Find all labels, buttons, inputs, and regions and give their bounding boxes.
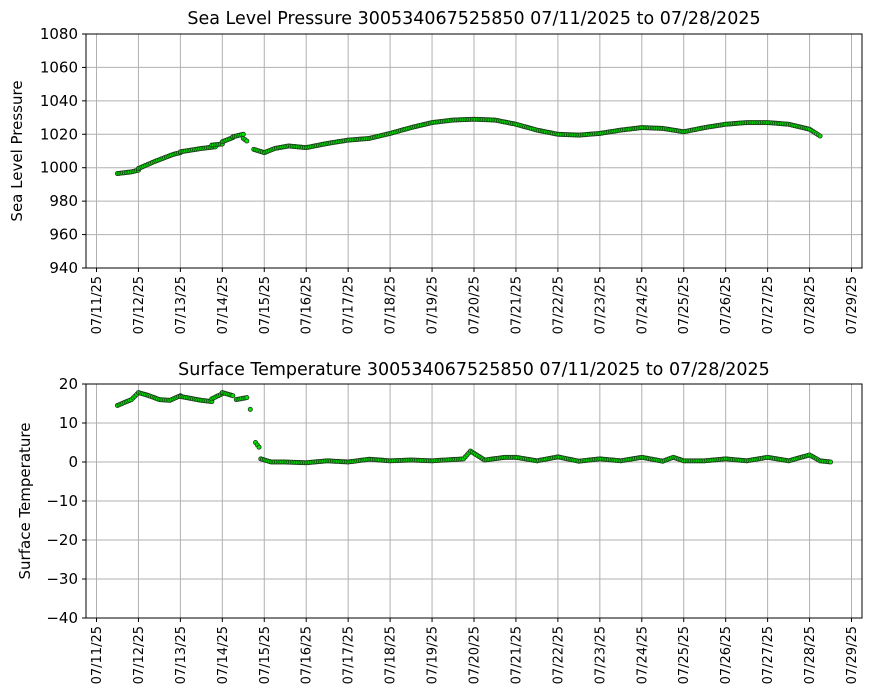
- sea-level-pressure-panel: 940 960 980 1000 1020 1040 1060 1080 07/11/25 07/…: [8, 9, 863, 334]
- y-tick-label: 980: [49, 192, 78, 210]
- x-tick-label: 07/12/25: [132, 276, 147, 334]
- y-tick-label: 1000: [40, 159, 78, 177]
- x-tick-label: 07/18/25: [384, 626, 399, 684]
- x-tick-label: 07/14/25: [216, 626, 231, 684]
- x-tick-label: 07/19/25: [426, 626, 441, 684]
- x-tick-label: 07/13/25: [174, 276, 189, 334]
- x-tick-label: 07/17/25: [342, 276, 357, 334]
- data-point: [244, 395, 250, 401]
- data-point: [247, 406, 253, 412]
- chart-title: Sea Level Pressure 300534067525850 07/11…: [187, 9, 760, 29]
- x-tick-label: 07/20/25: [468, 276, 483, 334]
- x-tick-label: 07/15/25: [258, 626, 273, 684]
- data-point: [240, 131, 246, 137]
- y-tick-label: 10: [59, 414, 78, 432]
- x-tick-label: 07/24/25: [635, 276, 650, 334]
- y-axis-label: Surface Temperature: [16, 423, 34, 580]
- x-tick-label: 07/11/25: [90, 626, 105, 684]
- x-tick-label: 07/12/25: [132, 626, 147, 684]
- y-tick-label: −40: [46, 609, 78, 627]
- x-tick-label: 07/26/25: [719, 276, 734, 334]
- x-tick-label: 07/29/25: [845, 276, 860, 334]
- x-tick-label: 07/14/25: [216, 276, 231, 334]
- data-point: [828, 459, 834, 465]
- surface-temperature-points: [114, 390, 834, 466]
- x-tick-label: 07/21/25: [509, 276, 524, 334]
- x-tick-label: 07/11/25: [90, 276, 105, 334]
- y-tick-label: 960: [49, 226, 78, 244]
- x-tick-label: 07/13/25: [174, 626, 189, 684]
- x-tick-label: 07/18/25: [384, 276, 399, 334]
- x-tick-label: 07/20/25: [468, 626, 483, 684]
- x-tick-label: 07/15/25: [258, 276, 273, 334]
- data-point: [244, 138, 250, 144]
- x-tick-label: 07/29/25: [845, 626, 860, 684]
- surface-temperature-panel: −40 −30 −20 −10 0 10 20 07/11/25 07/12/25 07/13/2…: [16, 360, 863, 684]
- x-tick-label: 07/27/25: [761, 276, 776, 334]
- x-tick-label: 07/16/25: [300, 626, 315, 684]
- data-point: [230, 393, 236, 399]
- x-tick-label: 07/28/25: [803, 276, 818, 334]
- x-tick-label: 07/25/25: [677, 626, 692, 684]
- y-tick-label: 20: [59, 375, 78, 393]
- y-tick-label: 1040: [40, 92, 78, 110]
- x-tick-label: 07/22/25: [551, 276, 566, 334]
- y-tick-label: −20: [46, 531, 78, 549]
- x-tick-label: 07/25/25: [677, 276, 692, 334]
- x-tick-label: 07/16/25: [300, 276, 315, 334]
- y-tick-label: 1020: [40, 125, 78, 143]
- data-point: [256, 444, 262, 450]
- sea-level-pressure-points: [114, 116, 823, 177]
- x-tick-label: 07/27/25: [761, 626, 776, 684]
- y-tick-label: −10: [46, 492, 78, 510]
- chart-title: Surface Temperature 300534067525850 07/1…: [178, 360, 770, 380]
- x-tick-label: 07/17/25: [342, 626, 357, 684]
- data-point: [817, 133, 823, 139]
- x-tick-label: 07/19/25: [426, 276, 441, 334]
- x-tick-label: 07/26/25: [719, 626, 734, 684]
- y-tick-label: 0: [68, 453, 78, 471]
- x-tick-label: 07/23/25: [593, 626, 608, 684]
- y-tick-label: −30: [46, 570, 78, 588]
- x-tick-label: 07/21/25: [509, 626, 524, 684]
- y-tick-label: 1060: [40, 58, 78, 76]
- x-tick-label: 07/28/25: [803, 626, 818, 684]
- x-tick-label: 07/23/25: [593, 276, 608, 334]
- x-tick-label: 07/24/25: [635, 626, 650, 684]
- y-tick-label: 1080: [40, 25, 78, 43]
- y-axis-label: Sea Level Pressure: [8, 80, 26, 221]
- y-tick-label: 940: [49, 259, 78, 277]
- x-tick-label: 07/22/25: [551, 626, 566, 684]
